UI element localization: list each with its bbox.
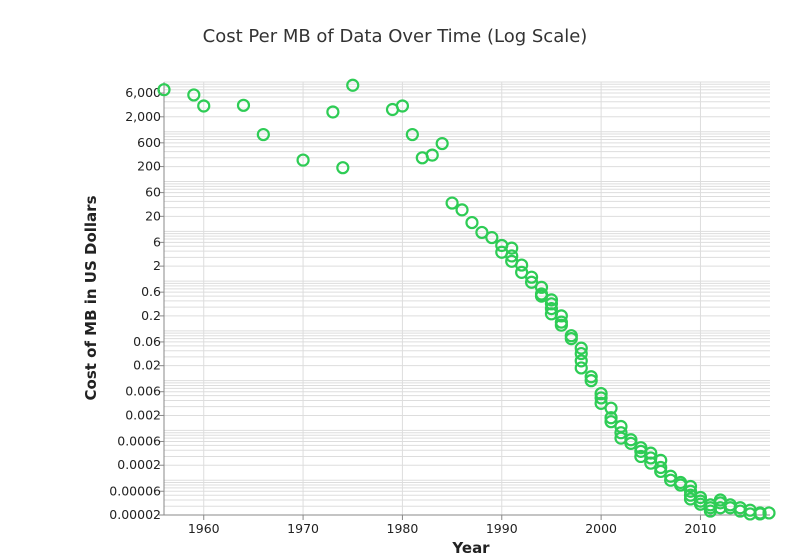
- chart-title: Cost Per MB of Data Over Time (Log Scale…: [203, 26, 588, 47]
- data-point: [574, 341, 588, 355]
- x-tick-label: 1960: [188, 521, 220, 536]
- data-point: [544, 302, 559, 316]
- data-point: [425, 148, 439, 162]
- x-axis-ticks: 1960 1970 1980 1990 2000 2010: [188, 515, 717, 536]
- data-point: [505, 241, 519, 255]
- data-point: [634, 441, 648, 455]
- y-tick-label: 0.6: [141, 284, 161, 299]
- data-point: [762, 506, 776, 520]
- y-tick-label: 600: [137, 135, 161, 150]
- y-tick-label: 0.006: [125, 384, 161, 399]
- data-point: [693, 490, 708, 505]
- data-point: [574, 354, 588, 368]
- data-point: [664, 469, 678, 483]
- y-tick-label: 0.0006: [117, 433, 161, 448]
- data-point: [236, 98, 251, 112]
- y-tick-label: 0.0002: [117, 457, 161, 472]
- data-point: [554, 309, 568, 323]
- data-point: [475, 225, 489, 240]
- data-point: [326, 105, 340, 119]
- data-point: [445, 196, 459, 210]
- data-point: [574, 346, 588, 361]
- data-point: [604, 411, 618, 425]
- axes: [163, 82, 770, 516]
- x-tick-label: 2010: [685, 521, 717, 536]
- data-point: [435, 136, 449, 151]
- grid-lines: [164, 81, 770, 516]
- data-point: [296, 153, 310, 167]
- data-point: [485, 230, 499, 245]
- data-point: [336, 161, 350, 175]
- y-tick-label: 2,000: [125, 109, 161, 124]
- data-point: [187, 88, 201, 102]
- data-point: [524, 275, 539, 289]
- x-axis-label: Year: [451, 539, 490, 557]
- data-point: [405, 127, 419, 142]
- y-tick-label: 2: [153, 258, 161, 273]
- data-point: [455, 203, 469, 217]
- data-point: [594, 391, 608, 405]
- y-tick-label: 0.002: [125, 407, 161, 422]
- data-point: [505, 249, 519, 263]
- data-point: [534, 280, 549, 294]
- data-point: [604, 401, 618, 415]
- y-axis-ticks: 6,000 2,000 600 200 60 20 6 2 0.6 0.2 0.06 0.02 0.00…: [109, 85, 164, 522]
- data-point: [515, 258, 529, 272]
- data-point: [683, 484, 698, 498]
- y-tick-label: 20: [145, 208, 161, 223]
- y-tick-label: 60: [145, 185, 161, 200]
- data-point: [584, 374, 598, 388]
- data-point: [753, 507, 767, 521]
- data-point: [654, 460, 668, 475]
- data-point: [614, 426, 628, 440]
- x-tick-label: 2000: [585, 521, 617, 536]
- x-tick-label: 1990: [486, 521, 518, 536]
- y-tick-label: 0.2: [141, 308, 161, 323]
- x-tick-label: 1980: [387, 521, 419, 536]
- data-point: [346, 78, 360, 92]
- data-point: [594, 386, 608, 401]
- data-point: [544, 293, 559, 307]
- x-tick-label: 1970: [287, 521, 319, 536]
- y-tick-label: 0.00002: [109, 507, 161, 522]
- y-tick-label: 6,000: [125, 85, 161, 100]
- data-point: [564, 331, 578, 346]
- data-point: [554, 318, 568, 332]
- data-point: [524, 270, 539, 284]
- y-tick-label: 0.06: [133, 334, 161, 349]
- y-axis-label: Cost of MB in US Dollars: [82, 195, 100, 400]
- data-points: [157, 78, 776, 521]
- data-point: [256, 127, 270, 142]
- y-tick-label: 0.02: [133, 358, 161, 373]
- data-point: [395, 99, 410, 113]
- data-point: [584, 370, 598, 384]
- data-point: [197, 99, 211, 113]
- y-tick-label: 6: [153, 234, 161, 249]
- data-point: [574, 361, 588, 375]
- data-point: [683, 479, 698, 494]
- y-tick-label: 200: [137, 159, 161, 174]
- y-tick-label: 0.00006: [109, 483, 161, 498]
- data-point: [465, 215, 479, 230]
- data-point: [157, 83, 171, 97]
